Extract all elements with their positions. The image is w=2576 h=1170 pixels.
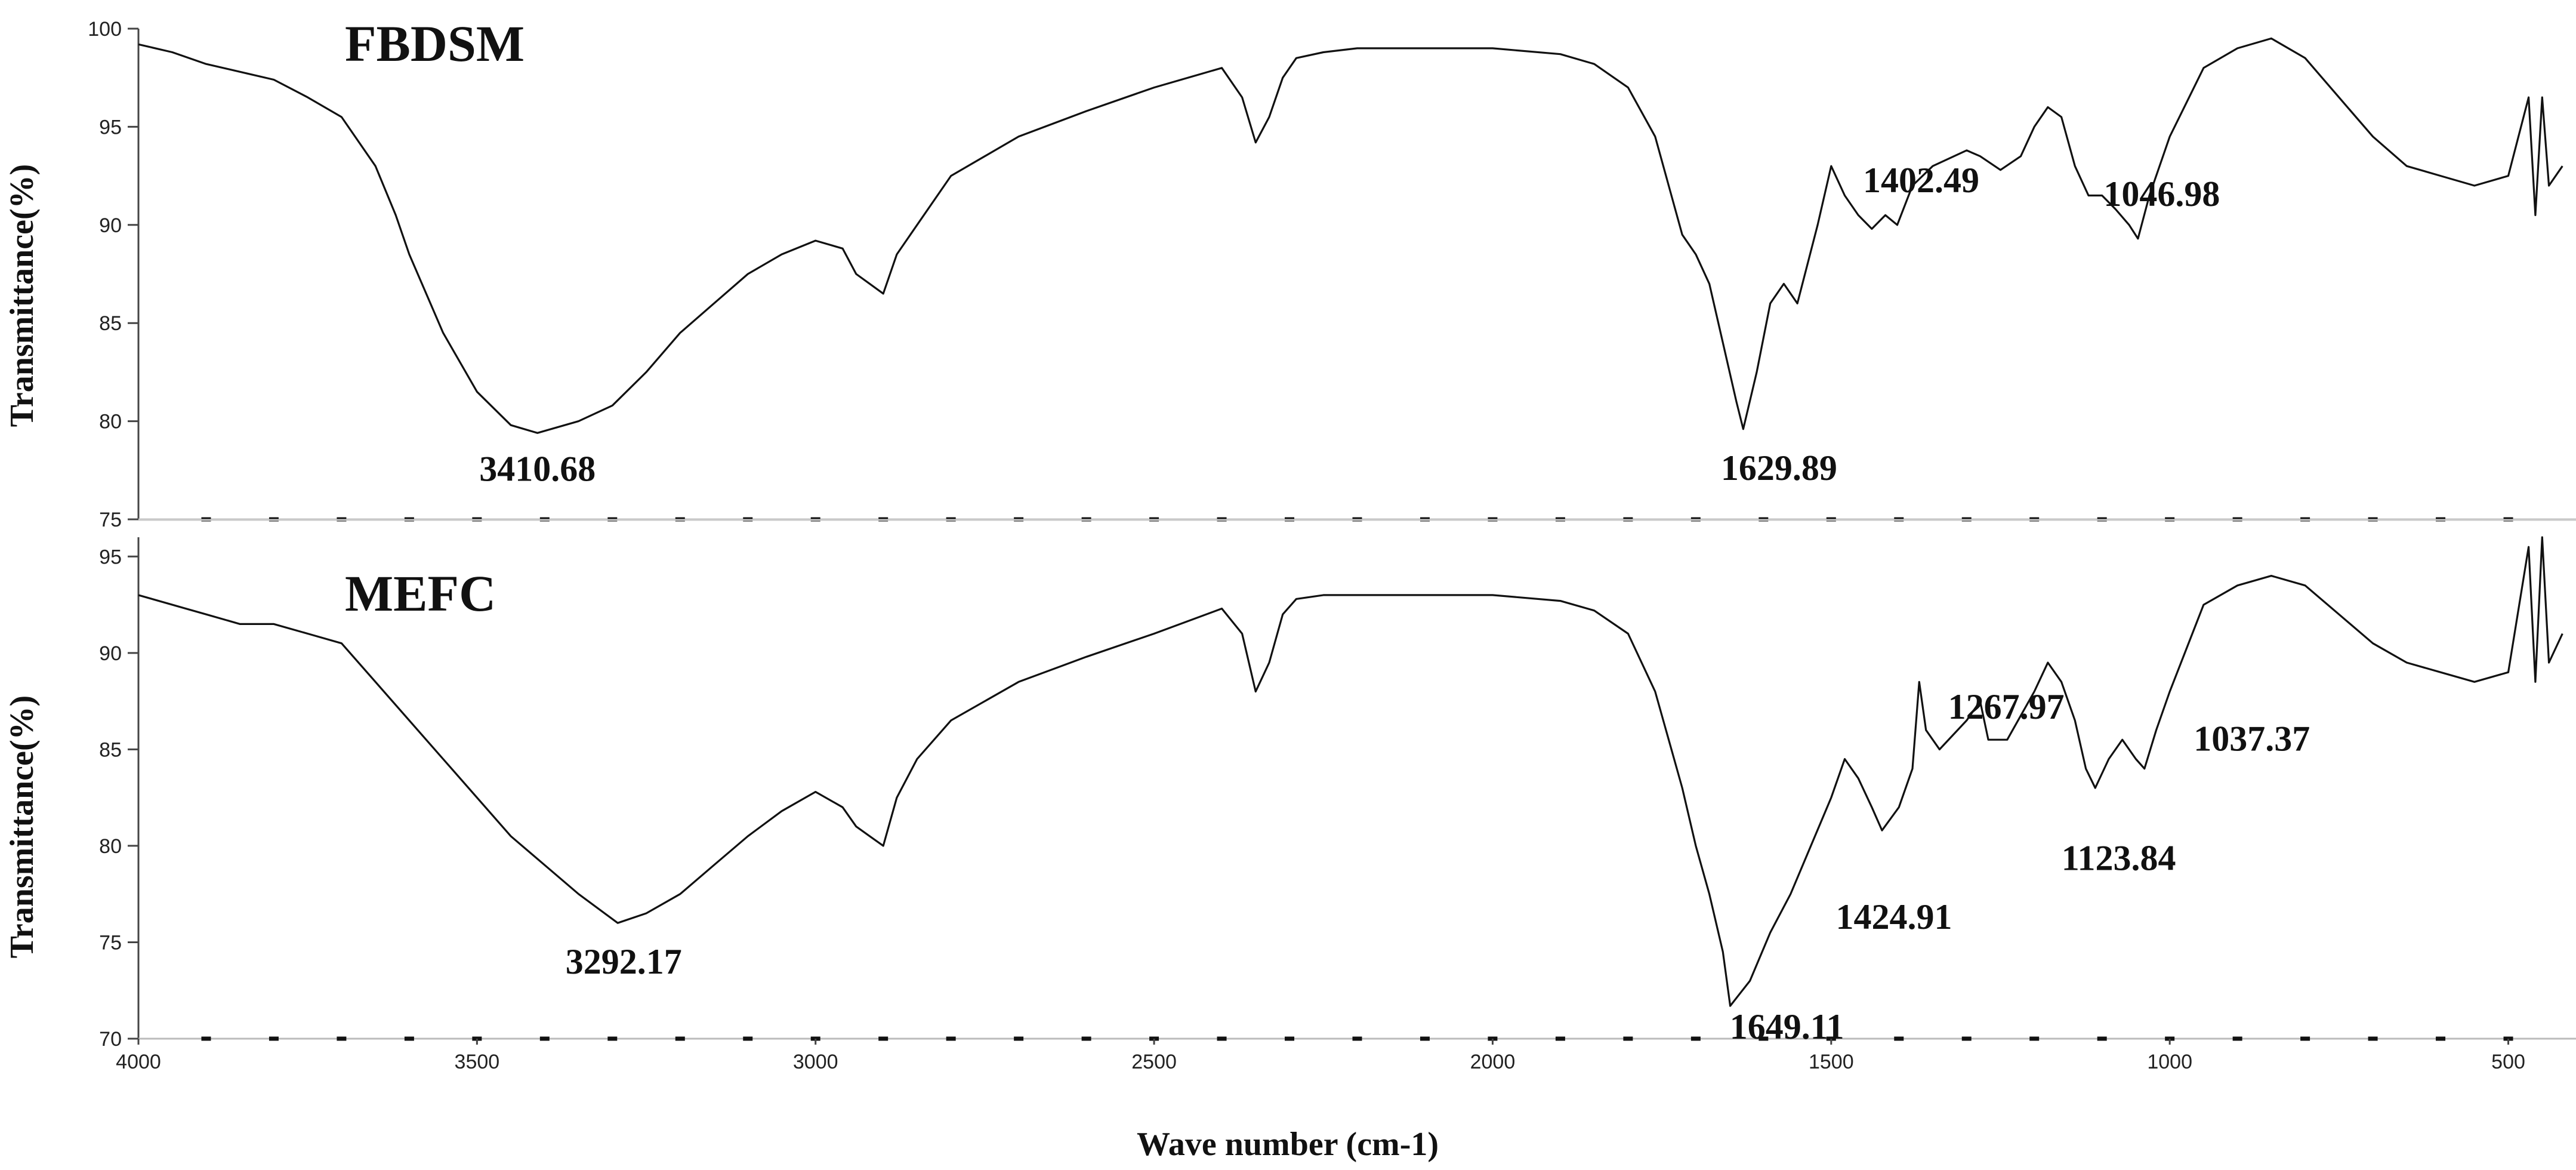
x-tick-label: 4000: [116, 1051, 161, 1073]
y-tick-label: 90: [99, 214, 122, 237]
peak-label: 1649.11: [1730, 1007, 1844, 1046]
y-tick-label: 80: [99, 411, 122, 433]
peak-label: 1402.49: [1863, 161, 1979, 200]
x-tick-label: 500: [2491, 1051, 2525, 1073]
panel-fbdsm: Transmittance(%) FBDSM: [4, 15, 525, 427]
y-tick-label: 70: [99, 1028, 122, 1051]
peak-label: 3292.17: [566, 942, 682, 981]
y-axis-title-bottom: Transmittance(%): [4, 695, 41, 959]
y-tick-label: 95: [99, 116, 122, 138]
x-tick-label: 3000: [793, 1051, 838, 1073]
y-tick-label: 75: [99, 931, 122, 954]
panel-mefc: Transmittance(%) MEFC: [4, 565, 496, 958]
spectrum-line-fbdsm: [138, 37, 2563, 434]
y-tick-label: 90: [99, 642, 122, 665]
panel-label-bottom: MEFC: [345, 565, 496, 622]
y-tick-label: 95: [99, 546, 122, 568]
peak-label: 1037.37: [2194, 719, 2310, 759]
x-tick-label: 1000: [2147, 1051, 2192, 1073]
peak-label: 1424.91: [1836, 897, 1952, 937]
x-tick-label: 1500: [1809, 1051, 1854, 1073]
x-tick-label: 3500: [455, 1051, 500, 1073]
peak-label: 1629.89: [1721, 448, 1837, 488]
y-axis-title-top: Transmittance(%): [4, 164, 41, 427]
peak-label: 1123.84: [2062, 839, 2176, 878]
peak-label: 3410.68: [479, 449, 596, 488]
y-tick-label: 85: [99, 312, 122, 335]
peak-label: 1046.98: [2103, 174, 2220, 214]
y-tick-label: 75: [99, 509, 122, 531]
y-tick-label: 85: [99, 738, 122, 761]
y-tick-label: 100: [88, 18, 122, 41]
panel-label-top: FBDSM: [345, 15, 525, 72]
y-tick-label: 80: [99, 835, 122, 858]
x-tick-label: 2500: [1131, 1051, 1177, 1073]
x-tick-label: 2000: [1470, 1051, 1516, 1073]
spectrum-line-mefc: [138, 536, 2563, 1007]
x-axis-title: Wave number (cm-1): [1137, 1126, 1439, 1163]
peak-label: 1267.97: [1948, 687, 2065, 726]
